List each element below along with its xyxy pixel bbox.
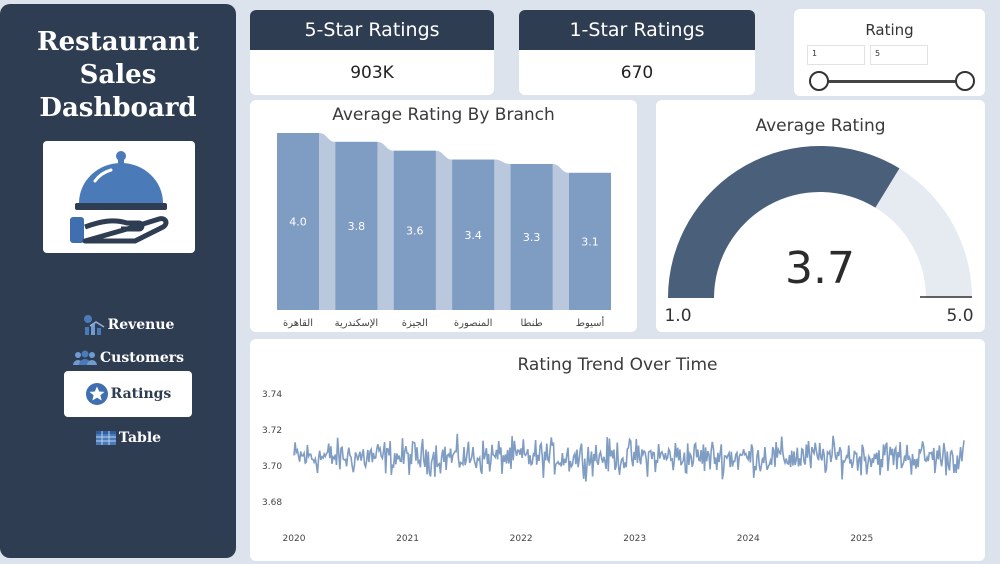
bar-value-label-5: 3.1 [581,235,599,248]
bar-5 [569,172,611,310]
nav-table-label: Table [118,430,162,446]
y-tick-label-0: 3.74 [262,390,282,400]
x-tick-label-0: 2020 [283,534,306,544]
gauge-value: 3.7 [785,243,855,294]
bar-1 [335,141,378,310]
bar-category-label-3: المنصورة [454,318,493,329]
bar-0 [277,133,319,310]
dashboard-title: Restaurant Sales Dashboard [0,26,236,125]
gauge-title: Average Rating [755,116,886,136]
bar-ribbon [277,133,611,310]
dashboard-title-line-1: Restaurant [36,27,199,57]
y-tick-label-1: 3.72 [262,426,282,436]
x-tick-label-4: 2024 [737,534,760,544]
bar-3 [452,159,495,310]
dashboard-title-line-2: Sales [79,60,157,90]
rating-slicer-title: Rating [865,21,914,39]
nav-customers[interactable]: Customers [64,335,192,381]
line-chart: 3.74 3.72 3.70 3.68 2020 2021 2022 2023 2024 2025 [262,390,965,544]
x-tick-label-5: 2025 [850,534,873,544]
nav-revenue[interactable]: Revenue [64,302,192,348]
rating-slider-min-handle[interactable] [809,71,829,91]
kpi-card-1-star: 1-Star Ratings 670 [519,10,755,95]
nav-table[interactable]: Table [64,415,192,461]
bar-category-label-4: طنطا [520,318,542,329]
bar-chart: 4.0 القاهرة 3.8 الإسكندرية 3.6 الجيزة 3.4 المنص… [277,133,611,329]
revenue-icon [83,315,104,335]
kpi-5-star-title: 5-Star Ratings [250,10,494,50]
sidebar: Restaurant Sales Dashboard Revenue [0,4,236,558]
bar-category-label-1: الإسكندرية [335,318,379,329]
bar-value-label-2: 3.6 [406,224,424,237]
y-tick-label-2: 3.70 [262,462,282,472]
bar-4 [510,163,553,310]
nav-ratings-label: Ratings [110,386,172,402]
kpi-1-star-value: 670 [620,62,654,83]
nav-customers-label: Customers [100,350,184,366]
rating-min-input[interactable]: 1 [807,45,865,65]
bar-value-label-1: 3.8 [348,220,366,233]
rating-slider-track[interactable] [821,80,967,83]
nav-ratings[interactable]: Ratings [64,371,192,417]
bar-value-label-4: 3.3 [523,231,541,244]
gauge-min-label: 1.0 [664,306,691,326]
bar-2 [393,150,436,310]
x-tick-label-3: 2023 [623,534,646,544]
gauge-max-label: 5.0 [946,306,973,326]
kpi-card-5-star: 5-Star Ratings 903K [250,10,494,95]
kpi-5-star-value: 903K [350,62,394,83]
bar-chart-card: Average Rating By Branch 4.0 القاهرة 3.8 ال… [250,100,637,332]
table-icon [95,431,116,445]
star-icon [85,383,108,405]
x-tick-label-2: 2022 [510,534,533,544]
bar-value-label-3: 3.4 [464,229,482,242]
rating-trend-line [293,433,965,482]
bar-category-label-5: أسيوط [576,316,605,329]
y-tick-label-3: 3.68 [262,498,282,508]
dashboard-title-line-3: Dashboard [39,93,197,123]
logo [43,141,195,253]
bar-value-label-0: 4.0 [289,216,307,229]
rating-slider-max-handle[interactable] [955,71,975,91]
line-chart-title: Rating Trend Over Time [517,355,718,375]
rating-slicer: Rating 1 5 [794,9,985,96]
x-tick-label-1: 2021 [396,534,419,544]
bar-chart-title: Average Rating By Branch [332,105,555,125]
gauge-fill [668,146,900,298]
cloche-icon [70,151,169,244]
rating-max-input[interactable]: 5 [870,45,928,65]
gauge-chart: 3.7 1.0 5.0 [664,146,974,326]
kpi-1-star-title: 1-Star Ratings [519,10,755,50]
nav-revenue-label: Revenue [107,317,175,333]
gauge-card: Average Rating 3.7 1.0 5.0 [656,100,985,332]
bar-category-label-2: الجيزة [402,318,428,329]
line-chart-card: Rating Trend Over Time 3.74 3.72 3.70 3.68 2… [250,339,985,561]
customers-icon [73,350,97,365]
bar-category-label-0: القاهرة [283,318,313,329]
